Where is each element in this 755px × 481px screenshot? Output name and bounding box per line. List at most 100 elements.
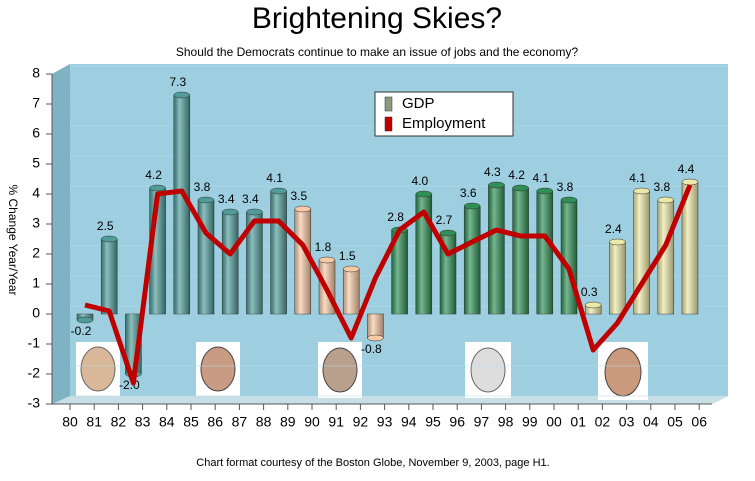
bar-shade: [222, 212, 239, 314]
y-tick-label: 6: [32, 125, 40, 141]
bar-shade: [609, 242, 626, 314]
x-tick-label: 99: [522, 414, 538, 430]
bar-cap: [246, 208, 263, 216]
y-tick-label: -3: [28, 395, 41, 411]
plot-floor: [52, 396, 728, 404]
y-tick-label: -1: [28, 335, 41, 351]
value-label: 3.4: [218, 192, 235, 206]
bar-cap: [584, 301, 602, 309]
bar-cap: [560, 196, 578, 204]
bar-cap: [681, 178, 699, 186]
x-tick-label: 93: [377, 414, 393, 430]
value-label: 4.1: [532, 171, 549, 185]
y-tick-label: -2: [28, 365, 41, 381]
value-label: 3.6: [460, 186, 477, 200]
x-tick-label: 94: [401, 414, 417, 430]
bar-cap: [512, 184, 529, 192]
value-label: 3.8: [194, 180, 211, 194]
legend: GDP Employment: [374, 91, 514, 137]
x-tick-label: 87: [232, 414, 248, 430]
bar-shade: [536, 191, 553, 314]
bar-cap: [76, 316, 94, 324]
x-tick-label: 00: [546, 414, 562, 430]
value-label: 4.1: [629, 171, 646, 185]
bar-cap: [270, 187, 287, 195]
y-tick-label: 5: [32, 155, 40, 171]
bar-cap: [415, 190, 433, 198]
x-tick-label: 06: [691, 414, 707, 430]
bar-shade: [415, 194, 432, 314]
value-label: 4.0: [411, 174, 428, 188]
bar-shade: [173, 95, 190, 314]
bar-shade: [294, 209, 311, 314]
x-tick-label: 98: [498, 414, 514, 430]
x-tick-label: 96: [449, 414, 465, 430]
bar-shade: [198, 200, 214, 314]
x-tick-label: 97: [474, 414, 490, 430]
bar-cap: [657, 196, 675, 204]
portrait: [322, 347, 358, 393]
bar-shade: [585, 305, 602, 314]
x-tick-label: 80: [62, 414, 78, 430]
value-label: 2.7: [436, 213, 453, 227]
bar-shade: [633, 191, 650, 314]
x-tick-label: 86: [207, 414, 223, 430]
value-label: -0.8: [361, 342, 382, 356]
bar-cap: [197, 196, 215, 204]
x-tick-label: 85: [183, 414, 199, 430]
footnote: Chart format courtesy of the Boston Glob…: [196, 457, 549, 469]
bar-shade: [391, 230, 408, 314]
value-label: 1.8: [315, 240, 332, 254]
portrait: [80, 346, 116, 392]
bar-cap: [367, 334, 384, 342]
plot-side-wall: [52, 64, 70, 404]
value-label: 2.5: [97, 219, 114, 233]
x-tick-label: 89: [280, 414, 296, 430]
y-tick-label: 1: [32, 275, 40, 291]
y-tick-label: 0: [32, 305, 40, 321]
line: [84, 184, 693, 386]
chart-subtitle: Should the Democrats continue to make an…: [176, 45, 579, 59]
y-axis-label: % Change Year/Year: [6, 185, 20, 296]
x-tick-label: 04: [643, 414, 659, 430]
value-label: 4.4: [678, 162, 695, 176]
value-label: 0.3: [581, 285, 598, 299]
value-label: 4.3: [484, 165, 501, 179]
y-tick-label: 7: [32, 95, 40, 111]
legend-box: [374, 91, 514, 137]
bar-shade: [512, 188, 529, 314]
value-label: 7.3: [169, 75, 186, 89]
legend-swatch: [384, 116, 393, 132]
x-tick-label: 95: [425, 414, 441, 430]
portrait: [604, 347, 642, 397]
x-tick-label: 92: [353, 414, 369, 430]
x-tick-label: 82: [111, 414, 127, 430]
bar-cap: [149, 184, 166, 192]
bar-cap: [221, 208, 239, 216]
x-tick-label: 90: [304, 414, 320, 430]
x-tick-label: 02: [595, 414, 611, 430]
value-label: 4.2: [145, 168, 162, 182]
bar-shade: [270, 191, 287, 314]
bar-cap: [318, 256, 336, 264]
chart-title: Brightening Skies?: [252, 2, 502, 35]
plot-backdrop: [52, 64, 728, 404]
portraits: [76, 342, 648, 400]
bar-shade: [488, 185, 505, 314]
bar-shade: [343, 269, 360, 314]
legend-label: Employment: [402, 115, 486, 132]
value-label: 2.4: [605, 222, 622, 236]
x-tick-label: 83: [135, 414, 151, 430]
bar-cap: [439, 229, 457, 237]
value-label: 3.8: [557, 180, 574, 194]
x-tick-label: 05: [667, 414, 683, 430]
bar-shade: [561, 200, 577, 314]
portrait: [470, 347, 506, 393]
bar-cap: [173, 91, 191, 99]
bar-shade: [464, 206, 481, 314]
x-tick-label: 84: [159, 414, 175, 430]
value-label: 4.2: [508, 168, 525, 182]
bar-cap: [633, 187, 650, 195]
value-label: 3.4: [242, 192, 259, 206]
